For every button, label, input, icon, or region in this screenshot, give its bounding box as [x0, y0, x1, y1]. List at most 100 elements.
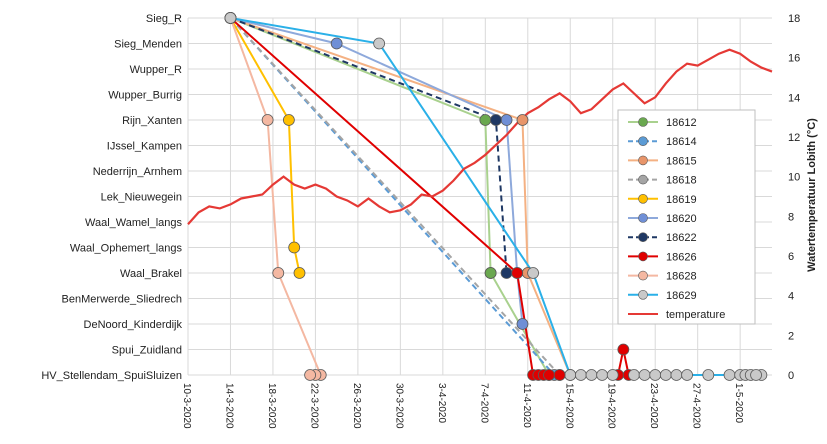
right-axis-title: Watertemperatuur Lobith (°C) [806, 118, 818, 272]
series-line-18628 [229, 17, 322, 376]
point-18629 [574, 369, 587, 381]
x-tick-label: 7-4-2020 [478, 383, 489, 423]
legend-swatch-marker [638, 251, 648, 262]
y-tick-label: IJssel_Kampen [107, 141, 182, 153]
x-tick-label: 1-5-2020 [733, 383, 744, 423]
right-axis-labels: 0 2 4 6 8 10 12 14 16 18 [788, 13, 800, 382]
point-18629 [224, 12, 237, 24]
x-tick-label: 30-3-2020 [393, 383, 404, 429]
series-line-18618 [229, 17, 561, 376]
legend-label: 18618 [666, 175, 697, 187]
point-18629 [628, 369, 640, 381]
y-tick-label: Rijn_Xanten [122, 115, 182, 127]
y-tick-label: BenMerwerde_Sliedrech [62, 294, 182, 306]
legend-swatch-marker [638, 270, 648, 281]
point-18629 [527, 267, 539, 279]
y-tick-label: Wupper_Burrig [108, 90, 182, 102]
y-tick-label: Sieg_R [146, 13, 182, 25]
point-18612 [484, 267, 497, 279]
x-tick-label: 23-4-2020 [648, 383, 659, 429]
point-18629 [564, 369, 577, 381]
y-tick-label: Sieg_Menden [114, 39, 182, 51]
point-18626 [617, 343, 630, 356]
y-tick-label: Wupper_R [130, 64, 182, 76]
right-tick-label: 4 [788, 291, 794, 303]
point-18620 [516, 318, 529, 330]
right-tick-label: 12 [788, 132, 800, 144]
y-axis-labels: Sieg_R Sieg_Menden Wupper_R Wupper_Burrig Ri… [41, 13, 182, 382]
point-18629 [585, 369, 598, 381]
legend: 18612 18614 18615 18618 18619 18620 18622 18626… [617, 109, 756, 325]
point-18622 [490, 114, 502, 126]
x-tick-label: 3-4-2020 [436, 383, 447, 423]
legend-swatch-marker [638, 232, 648, 242]
legend-label: 18619 [666, 194, 697, 206]
y-tick-label: Nederrijn_Arnhem [93, 166, 182, 178]
right-tick-label: 6 [788, 251, 794, 263]
x-tick-label: 19-4-2020 [606, 383, 617, 429]
x-tick-label: 10-3-2020 [181, 383, 192, 429]
point-18628 [272, 267, 285, 279]
legend-swatch-marker [638, 194, 648, 204]
y-tick-label: Spui_Zuidland [112, 345, 182, 357]
y-tick-label: DeNoord_Kinderdijk [84, 319, 183, 331]
point-18626 [543, 369, 555, 381]
y-tick-label: Waal_Ophemert_langs [70, 243, 183, 255]
x-tick-label: 26-3-2020 [351, 383, 362, 429]
x-tick-label: 18-3-2020 [266, 383, 277, 429]
legend-label: temperature [666, 309, 725, 321]
point-18629 [373, 37, 386, 50]
point-18626 [511, 267, 524, 279]
point-18629 [681, 369, 693, 381]
point-18629 [649, 369, 662, 381]
point-18629 [638, 369, 651, 381]
x-axis-labels: 10-3-2020 14-3-2020 18-3-2020 22-3-2020 26-3… [181, 383, 744, 429]
right-tick-label: 8 [788, 211, 794, 223]
legend-swatch-marker [638, 213, 648, 223]
legend-swatch-marker [638, 174, 648, 185]
point-18629 [606, 369, 619, 381]
legend-swatch-marker [638, 155, 648, 166]
point-18629 [750, 369, 762, 381]
right-tick-label: 2 [788, 330, 794, 342]
legend-label: 18615 [666, 155, 697, 167]
legend-label: 18622 [666, 232, 697, 244]
legend-swatch-marker [638, 117, 648, 127]
point-18619 [293, 267, 306, 279]
point-18629 [670, 369, 683, 381]
temperature-series [187, 48, 773, 225]
point-18629 [659, 369, 672, 381]
series-markers [224, 12, 768, 381]
y-tick-label: HV_Stellendam_SpuiSluizen [41, 370, 182, 382]
point-18626 [553, 369, 566, 381]
point-18619 [282, 114, 295, 126]
right-tick-label: 0 [788, 370, 794, 382]
legend-label: 18626 [666, 251, 697, 263]
x-tick-label: 11-4-2020 [521, 383, 532, 428]
point-18619 [288, 241, 301, 254]
point-18620 [330, 37, 343, 50]
point-18629 [702, 369, 715, 381]
x-tick-label: 15-4-2020 [563, 383, 574, 429]
point-18615 [516, 114, 529, 126]
right-tick-label: 14 [788, 92, 800, 104]
legend-swatch-marker [638, 289, 648, 300]
series-line-18615 [230, 17, 572, 376]
right-tick-label: 18 [788, 13, 800, 25]
x-tick-label: 22-3-2020 [308, 383, 319, 429]
point-18620 [500, 114, 513, 126]
legend-swatch-marker [638, 136, 648, 146]
point-18628 [261, 114, 274, 126]
legend-label: 18620 [666, 213, 697, 225]
temperature-line [187, 48, 773, 225]
point-18628 [304, 369, 317, 381]
y-tick-label: Waal_Brakel [120, 268, 182, 280]
y-tick-label: Lek_Nieuwegein [101, 192, 182, 204]
legend-label: 18629 [666, 290, 697, 302]
right-tick-label: 16 [788, 53, 800, 65]
point-18629 [723, 369, 736, 381]
right-tick-label: 10 [788, 172, 800, 184]
point-18622 [500, 267, 513, 279]
